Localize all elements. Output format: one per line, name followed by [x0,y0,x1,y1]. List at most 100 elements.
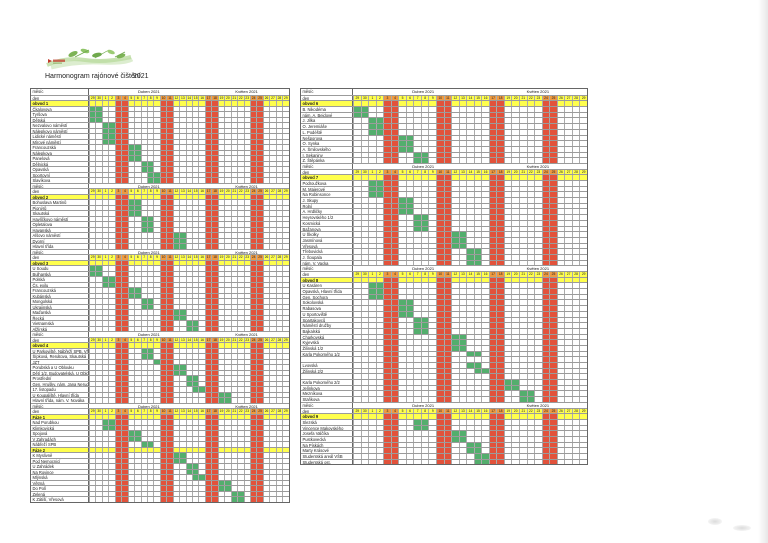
schedule-cell [159,420,167,425]
schedule-cell [436,351,444,357]
schedule-cell [230,145,237,150]
schedule-cell [473,232,482,237]
schedule-cell [526,385,535,391]
schedule-cell [166,117,173,122]
schedule-cell [269,101,276,106]
schedule-cell [556,209,565,215]
schedule-cell [172,414,180,419]
schedule-cell [436,107,444,112]
schedule-cell [390,334,399,340]
schedule-cell [89,420,95,425]
schedule-cell [243,442,250,447]
schedule-cell [192,112,198,117]
schedule-cell [217,431,224,436]
schedule-cell [360,181,369,186]
schedule-cell [146,101,154,106]
schedule-cell [224,376,230,381]
schedule-cell [89,354,95,359]
schedule-cell [398,334,406,340]
day-cell: 28 [275,189,283,194]
schedule-cell [519,414,527,419]
schedule-cell [534,334,542,340]
schedule-cell [390,124,399,129]
schedule-cell [114,304,122,309]
schedule-cell [256,447,263,452]
schedule-cell [368,141,376,146]
street-label: U Soudu [31,266,89,271]
schedule-cell [466,323,474,328]
schedule-cell [134,442,140,447]
street-label: nám. V. Vacka [301,260,353,266]
schedule-cell [211,315,218,320]
schedule-cell [256,414,263,419]
day-cell: 19 [217,409,225,414]
schedule-cell [172,200,179,205]
schedule-cell [503,135,512,141]
schedule-cell [368,328,376,334]
schedule-cell [172,227,179,232]
schedule-cell [275,200,282,205]
schedule-cell [526,459,535,465]
schedule-cell [192,436,198,441]
schedule-cell [179,288,185,293]
schedule-cell [269,480,275,485]
schedule-cell [101,359,108,364]
schedule-cell [114,172,122,177]
schedule-cell [217,315,224,320]
schedule-cell [217,354,224,359]
schedule-cell [217,475,224,480]
schedule-cell [443,243,452,249]
schedule-cell [353,260,361,266]
schedule-cell [526,340,535,345]
schedule-cell [108,172,114,177]
schedule-cell [166,359,173,364]
schedule-cell [451,254,459,260]
schedule-cell [526,414,535,419]
schedule-cell [243,233,250,238]
schedule-cell [95,348,101,353]
schedule-cell [95,315,101,320]
schedule-cell [360,220,369,226]
schedule-cell [166,370,173,375]
schedule-cell [466,118,474,124]
schedule-cell [275,497,282,502]
street-label: Skautská [31,211,89,216]
schedule-cell [121,161,128,166]
schedule-cell [262,321,269,326]
schedule-cell [89,348,95,353]
street-row: Opavská, Hlavní třída [301,288,587,294]
schedule-cell [179,244,186,249]
schedule-cell [519,363,527,368]
day-cell: 18 [211,189,218,194]
schedule-cell [413,323,421,328]
month-row-label: měsíc [301,163,353,169]
day-cell: 8 [146,95,154,100]
schedule-cell [405,368,414,374]
schedule-cell [511,118,519,124]
schedule-cell [256,260,263,265]
schedule-cell [398,101,406,107]
schedule-cell [140,392,147,397]
schedule-cell [101,167,108,172]
schedule-cell [473,175,482,180]
schedule-cell [101,112,108,117]
day-cell: 30 [95,409,102,414]
schedule-cell [473,198,482,203]
schedule-cell [121,365,128,370]
schedule-cell [488,425,497,431]
day-cell: 11 [166,255,173,260]
schedule-cell [405,414,414,419]
schedule-cell [526,345,535,351]
schedule-cell [541,300,550,306]
day-cell: 30 [95,337,102,342]
schedule-cell [121,469,128,474]
schedule-cell [579,277,587,283]
schedule-cell [579,260,587,266]
day-header-row: den 29 30 1 2 3 4 5 6 7 8 9 10 11 12 13 14 15 16 17 18 19 20 21… [31,408,289,414]
schedule-cell [224,156,230,161]
schedule-cell [159,315,167,320]
schedule-cell [224,304,230,309]
schedule-cell [451,448,459,453]
street-row: U Koupaliště, Hlavní třída [31,391,289,397]
schedule-cell [390,254,399,260]
